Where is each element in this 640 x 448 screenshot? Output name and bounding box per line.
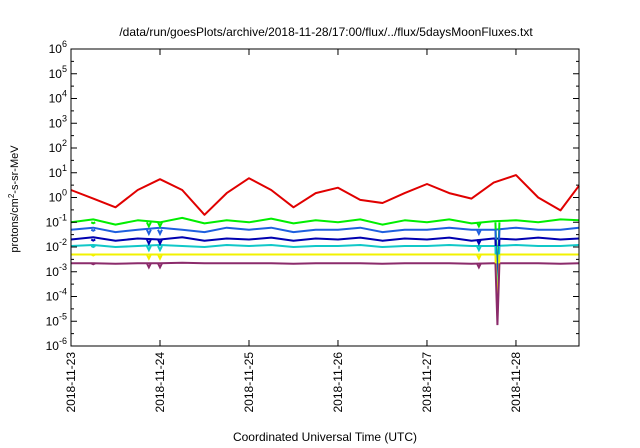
x-tick-label: 2018-11-25 — [242, 352, 256, 413]
dip-spike — [157, 262, 163, 270]
dip-spike — [475, 221, 482, 229]
dip-spike — [475, 239, 482, 247]
y-tick-label: 10-6 — [46, 336, 67, 353]
x-tick-label: 2018-11-24 — [153, 352, 167, 413]
y-tick-label: 105 — [49, 64, 67, 81]
dip-spike — [157, 239, 163, 247]
dip-spike — [145, 245, 152, 253]
y-tick-label: 104 — [49, 89, 67, 106]
dip-spike — [90, 245, 96, 249]
plot-frame — [70, 48, 580, 347]
y-tick-label: 106 — [49, 39, 67, 56]
dip-spike — [494, 263, 501, 326]
dip-spike — [145, 229, 152, 237]
series-layer — [70, 174, 580, 326]
dip-spike — [145, 239, 152, 247]
chart-title: /data/run/goesPlots/archive/2018-11-28/1… — [119, 25, 533, 39]
dip-spike — [157, 254, 163, 261]
y-tick-label: 10-4 — [46, 287, 67, 304]
series-line — [70, 236, 580, 242]
dip-spike — [475, 262, 482, 270]
y-axis-label: protons/cm2-s-sr-MeV — [7, 145, 21, 253]
x-tick-label: 2018-11-28 — [509, 352, 523, 413]
x-tick-label: 2018-11-26 — [331, 352, 345, 413]
dip-spike — [475, 245, 482, 253]
x-axis: 2018-11-23 2018-11-24 2018-11-25 2018-11-26… — [64, 49, 523, 413]
y-tick-label: 10-5 — [46, 311, 67, 328]
dip-spike — [157, 245, 163, 253]
dip-spike — [475, 229, 482, 237]
series-line — [70, 244, 580, 248]
dip-spike — [157, 229, 163, 237]
y-tick-label: 101 — [49, 163, 67, 180]
y-tick-label: 10-3 — [46, 262, 67, 279]
y-axis: 10-6 10-5 10-4 10-3 10-2 10-1 100 101 102 103 104 1… — [46, 39, 579, 353]
series-line — [70, 174, 580, 216]
x-tick-label: 2018-11-27 — [420, 352, 434, 413]
dip-spike — [90, 262, 96, 266]
y-tick-label: 103 — [49, 113, 67, 130]
series-line — [70, 226, 580, 234]
dip-spike — [157, 221, 163, 229]
y-tick-label: 10-2 — [46, 237, 67, 254]
x-tick-label: 2018-11-23 — [64, 352, 78, 413]
y-tick-label: 100 — [49, 188, 67, 205]
dip-spike — [145, 254, 152, 261]
dip-spike — [90, 253, 96, 257]
y-tick-label: 102 — [49, 138, 67, 155]
y-tick-label: 10-1 — [46, 212, 67, 229]
dip-spike — [145, 221, 152, 229]
series-line — [70, 216, 580, 226]
dip-spike — [90, 221, 96, 225]
x-axis-label: Coordinated Universal Time (UTC) — [233, 430, 417, 444]
dip-spike — [90, 228, 96, 232]
dip-spike — [475, 254, 482, 261]
dip-spike — [90, 238, 96, 242]
dip-spike — [145, 262, 152, 270]
